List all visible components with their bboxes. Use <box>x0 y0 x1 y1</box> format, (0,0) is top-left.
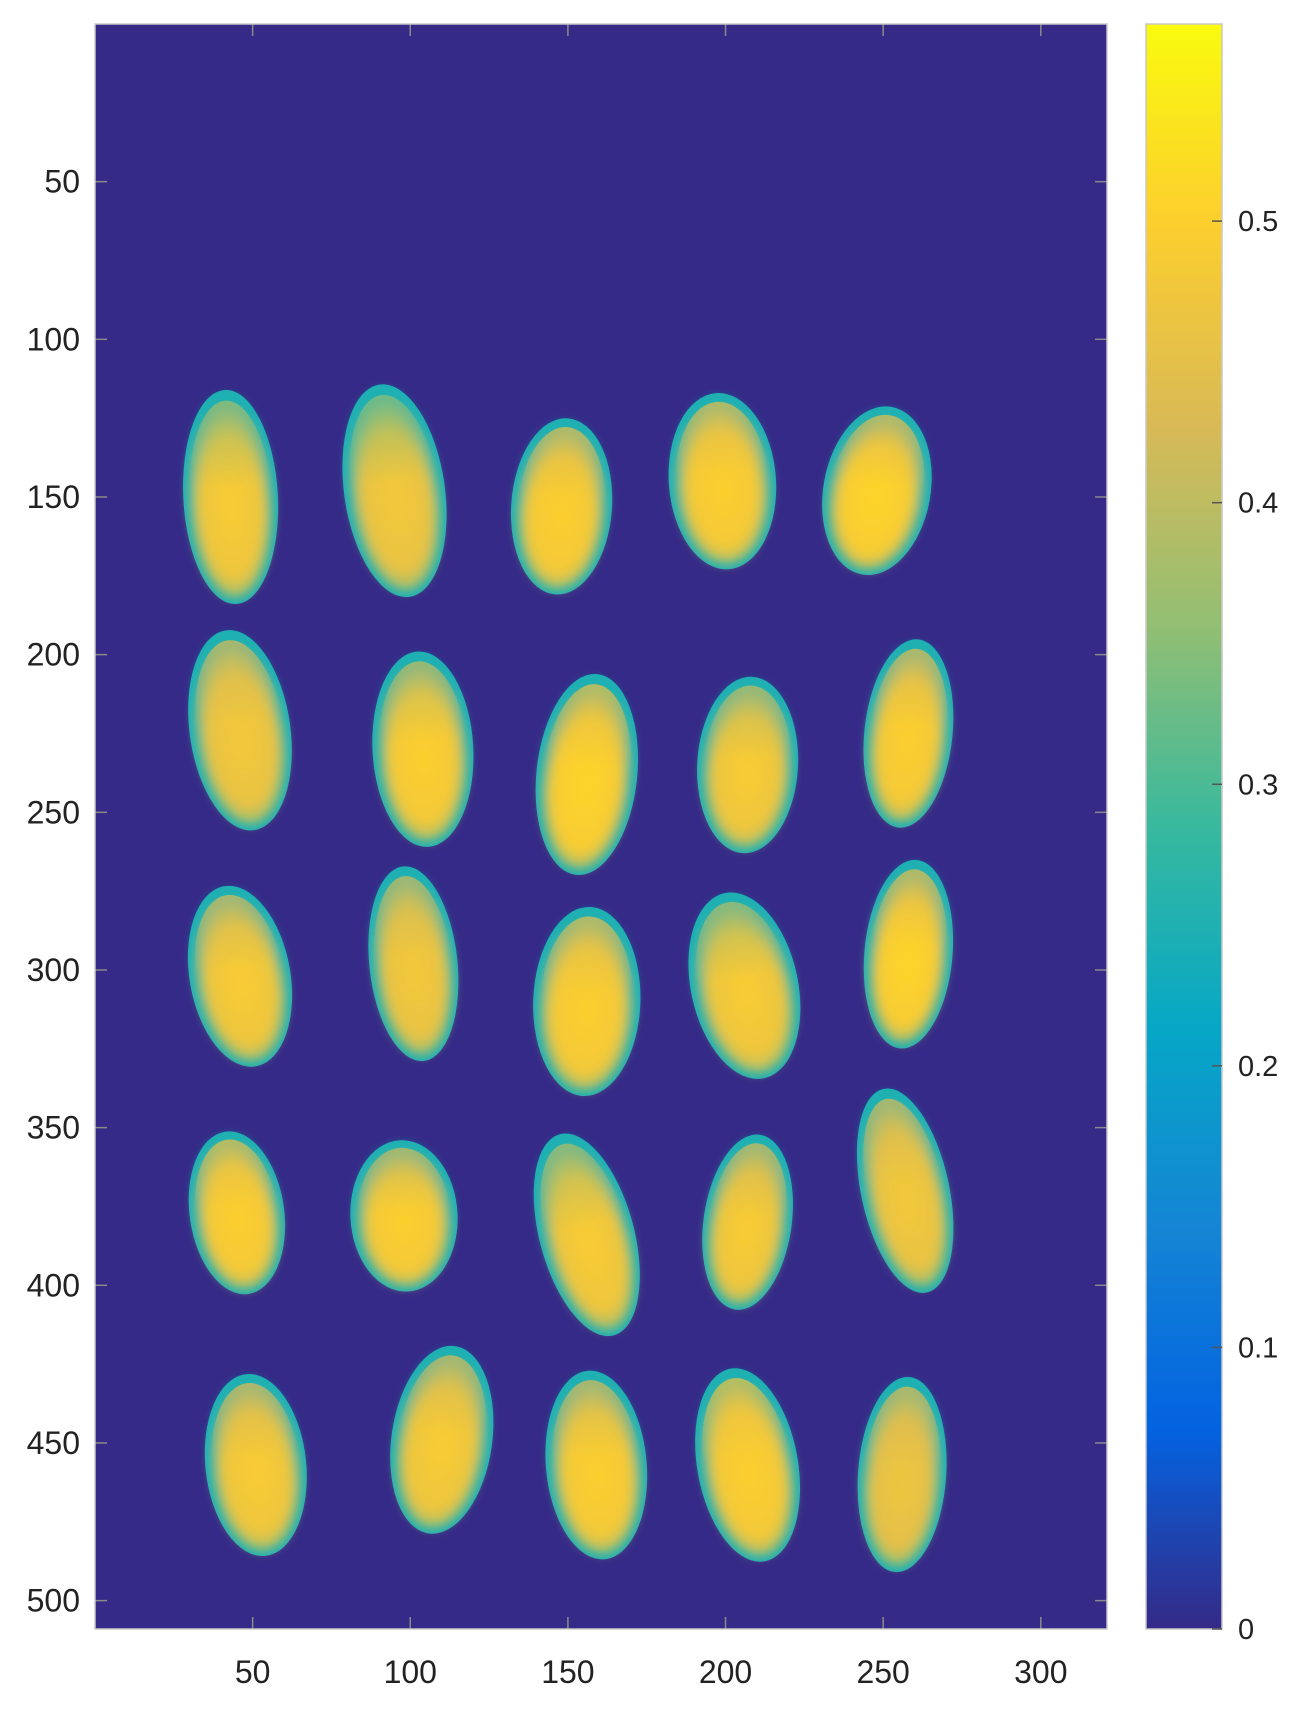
colorbar-ticks: 0 0.1 0.2 0.3 0.4 0.5 <box>1212 206 1278 1646</box>
y-tick-label: 350 <box>27 1110 80 1146</box>
x-tick-label: 100 <box>384 1654 437 1690</box>
heatmap-blob <box>695 1368 801 1562</box>
blob-upper-tone <box>540 1143 633 1326</box>
y-tick-label: 100 <box>27 321 80 357</box>
blob-upper-tone <box>863 1098 948 1283</box>
plot-frame <box>94 23 1108 1630</box>
heatmap-blob <box>863 859 954 1049</box>
y-tick-label: 300 <box>27 952 80 988</box>
y-tick-label: 450 <box>27 1425 80 1461</box>
y-axis: 50 100 150 200 250 300 350 400 450 500 <box>27 164 80 1619</box>
blob-upper-tone <box>357 1147 451 1284</box>
blob-upper-tone <box>374 876 453 1052</box>
heatmap-blob <box>204 1373 307 1557</box>
y-tick-label: 200 <box>27 637 80 673</box>
heatmap-blob <box>510 418 613 595</box>
x-axis: 50 100 150 200 250 300 <box>235 1654 1068 1690</box>
colorbar-gradient <box>1145 23 1223 1630</box>
blob-upper-tone <box>194 894 286 1058</box>
heatmap-blob <box>697 676 799 854</box>
y-tick-label: 400 <box>27 1267 80 1303</box>
blob-upper-tone <box>863 1386 941 1563</box>
heatmap-blob <box>856 1088 954 1293</box>
heatmap-blob <box>688 892 801 1079</box>
blob-upper-tone <box>211 1383 300 1547</box>
heatmap-blob <box>535 674 639 875</box>
heatmap-blob <box>188 630 292 831</box>
blob-upper-tone <box>869 648 948 819</box>
blob-upper-tone <box>702 1378 793 1552</box>
blob-upper-tone <box>708 1143 787 1302</box>
heatmap-blob <box>533 906 641 1097</box>
blob-upper-tone <box>869 869 947 1040</box>
heatmap-blob <box>188 1131 286 1295</box>
blob-upper-tone <box>695 901 793 1070</box>
blob-upper-tone <box>542 684 631 865</box>
heatmap-blob <box>545 1370 648 1560</box>
blob-upper-tone <box>195 1139 279 1287</box>
heatmap-blob <box>702 1134 793 1310</box>
heatmap-blob <box>183 389 279 605</box>
x-tick-label: 300 <box>1014 1654 1067 1690</box>
blob-upper-tone <box>189 400 272 594</box>
heatmap-blob <box>863 639 954 828</box>
colorbar-tick-label: 0.5 <box>1238 206 1278 238</box>
blob-upper-tone <box>552 1380 641 1550</box>
blob-upper-tone <box>676 401 769 561</box>
heatmap-blob <box>857 1376 947 1573</box>
blob-upper-tone <box>349 394 440 587</box>
y-tick-label: 250 <box>27 794 80 830</box>
heatmap-blob <box>368 866 459 1062</box>
heatmap-blob <box>350 1140 458 1292</box>
plot-area <box>94 23 1108 1630</box>
heatmap-blob <box>668 393 777 570</box>
heatmap-blob <box>187 885 293 1067</box>
colorbar-tick-label: 0.1 <box>1238 1332 1278 1364</box>
y-tick-label: 150 <box>27 479 80 515</box>
colorbar: 0 0.1 0.2 0.3 0.4 0.5 <box>1145 23 1278 1646</box>
colorbar-tick-label: 0.4 <box>1238 488 1278 520</box>
blob-upper-tone <box>379 661 467 838</box>
blob-upper-tone <box>704 685 792 845</box>
x-tick-label: 200 <box>699 1654 752 1690</box>
heatmap-blob <box>533 1133 640 1337</box>
colorbar-tick-label: 0.3 <box>1238 769 1278 801</box>
y-tick-label: 500 <box>27 1583 80 1619</box>
y-tick-label: 50 <box>44 164 80 200</box>
blob-upper-tone <box>540 916 633 1087</box>
heatmap-blob <box>822 406 932 576</box>
x-tick-label: 50 <box>235 1654 271 1690</box>
blob-upper-tone <box>397 1355 487 1525</box>
heatmap-blob <box>390 1345 494 1534</box>
colorbar-tick-label: 0 <box>1238 1614 1254 1646</box>
heatmap-blob <box>342 384 447 598</box>
colorbar-tick-label: 0.2 <box>1238 1051 1278 1083</box>
heatmap-blob <box>372 651 474 847</box>
blob-upper-tone <box>195 640 285 821</box>
axis-tick-marks <box>95 24 1107 1629</box>
x-tick-label: 250 <box>856 1654 909 1690</box>
blob-upper-tone <box>517 427 606 586</box>
blob-upper-tone <box>829 414 925 567</box>
x-tick-label: 150 <box>541 1654 594 1690</box>
blob-layer <box>183 384 954 1573</box>
